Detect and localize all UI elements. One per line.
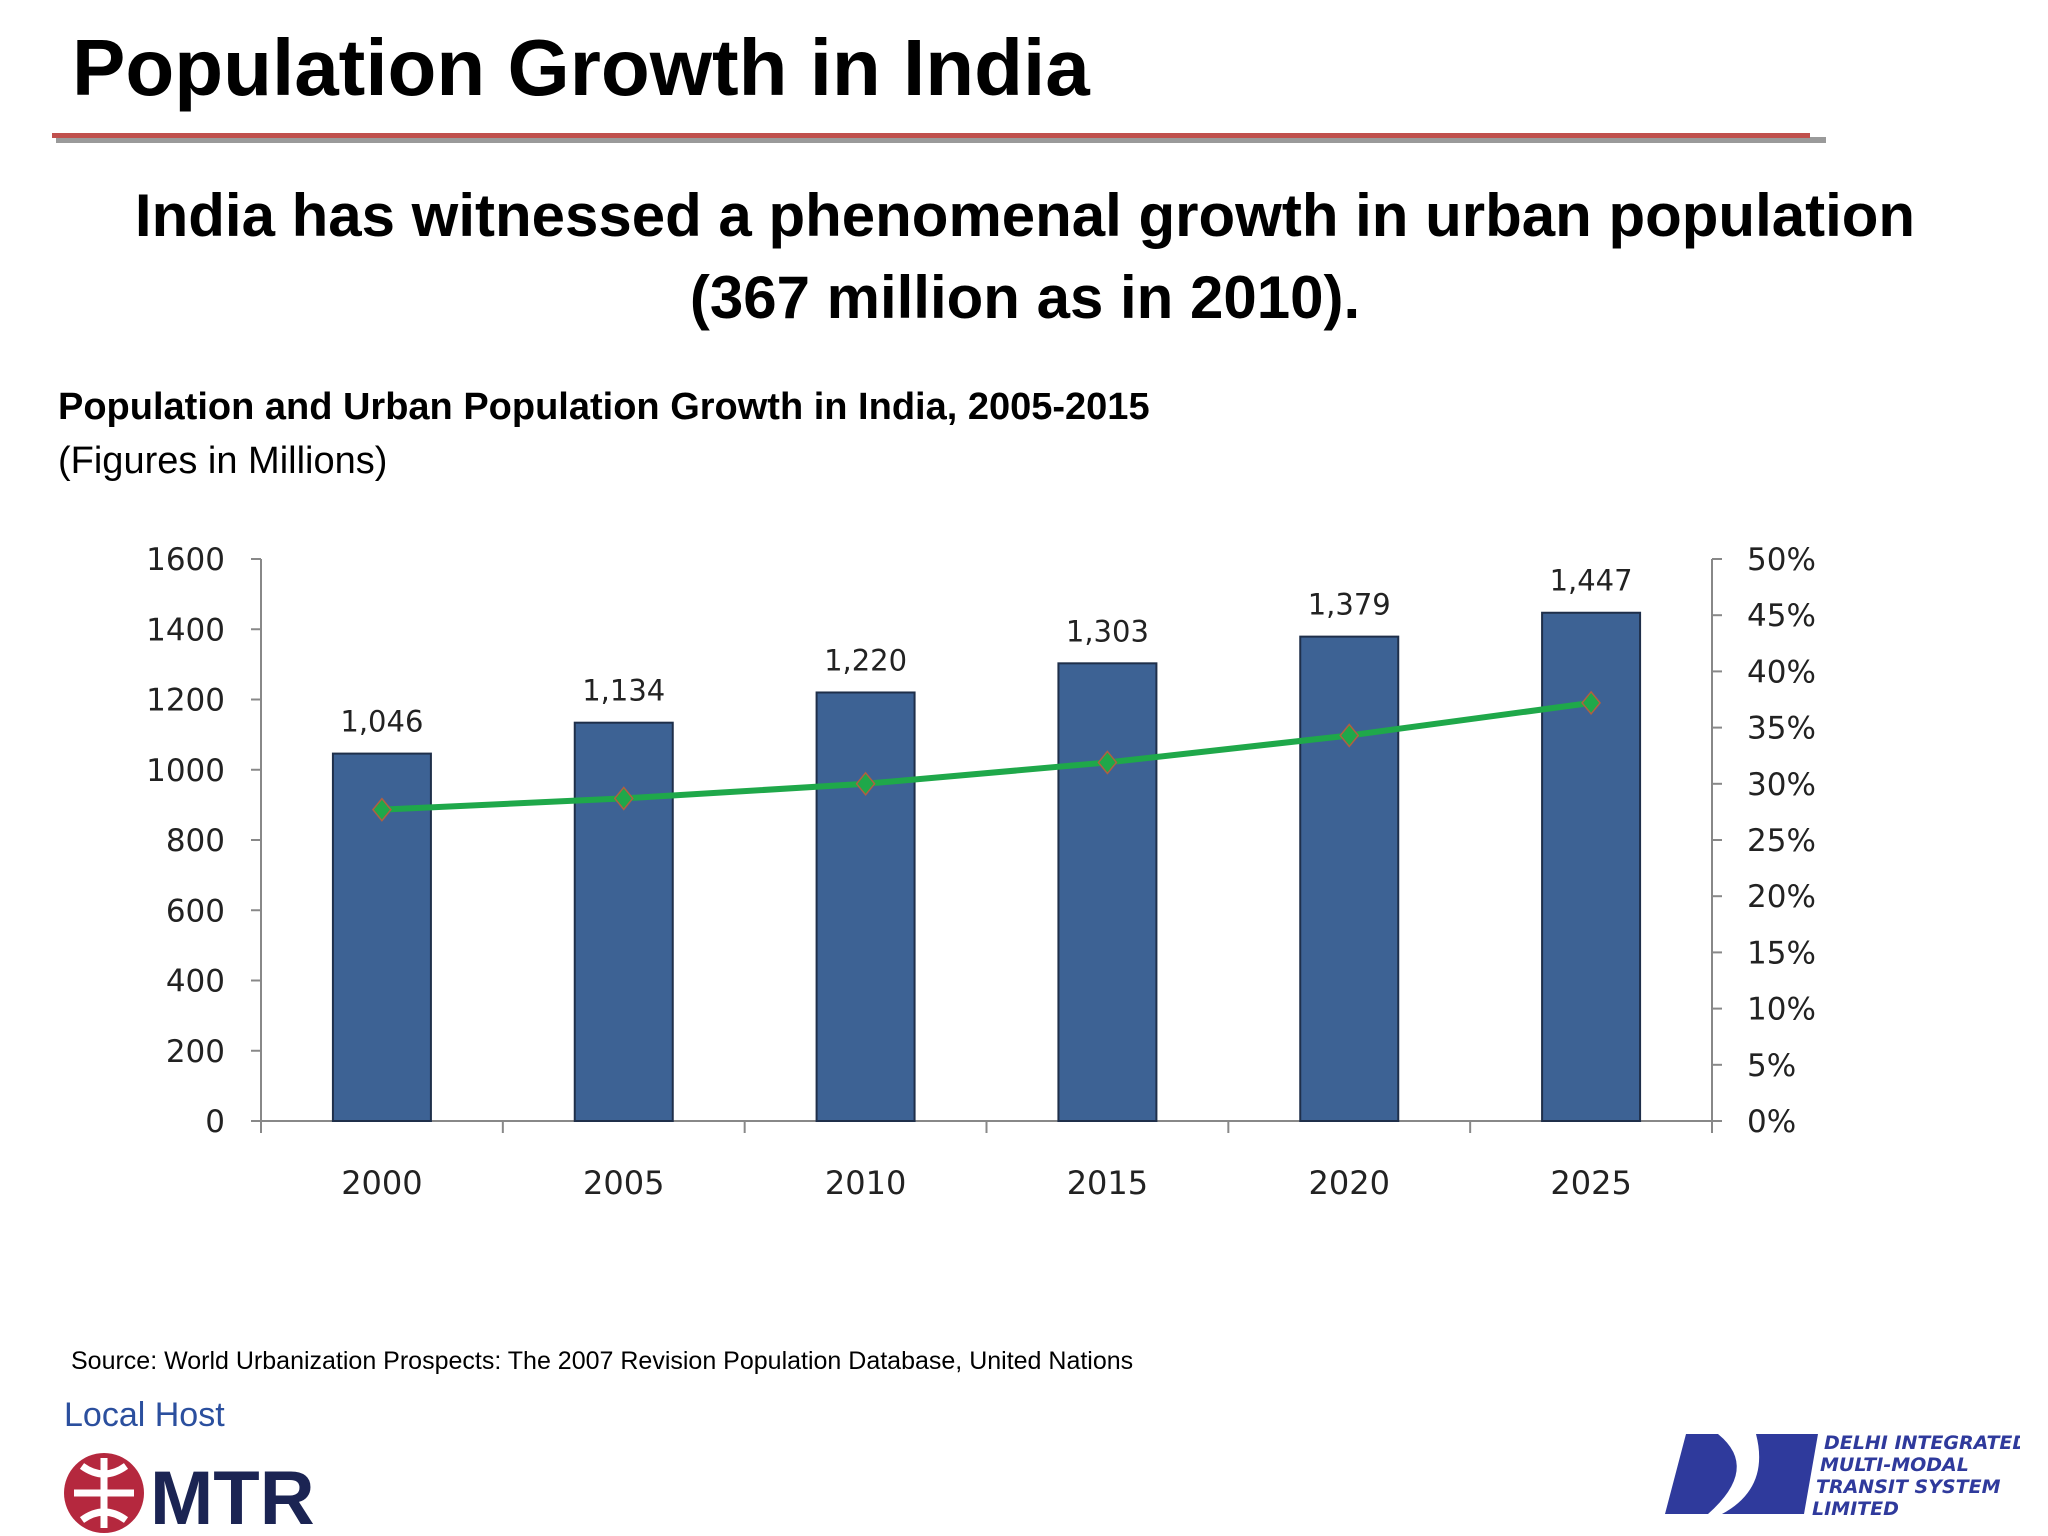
mtr-logo: MTR (64, 1453, 315, 1534)
chart-title: Population and Urban Population Growth i… (58, 386, 1150, 428)
y-tick-label-right: 35% (1747, 711, 1816, 747)
dimts-logo-text: MULTI-MODAL (1820, 1454, 1969, 1476)
y-tick-label-right: 20% (1747, 879, 1816, 915)
y-tick-label-left: 0 (205, 1104, 225, 1140)
dimts-logo: DELHI INTEGRATED MULTI-MODAL TRANSIT SYS… (1665, 1432, 2020, 1520)
line-point-marker (371, 797, 392, 822)
line-series (381, 699, 1592, 813)
x-tick-label: 2025 (1550, 1164, 1631, 1202)
bar-data-label: 1,303 (1066, 614, 1149, 648)
line-point-marker (1097, 750, 1118, 775)
x-tick-label: 2020 (1309, 1164, 1390, 1202)
dimts-logo-text: DELHI INTEGRATED (1824, 1432, 2020, 1454)
title-rule (52, 133, 1810, 138)
bar-data-label: 1,447 (1550, 564, 1633, 598)
dimts-logo-d (1665, 1434, 1737, 1514)
y-tick-label-left: 200 (166, 1034, 225, 1070)
bar (573, 721, 674, 1122)
bar (1299, 635, 1400, 1122)
y-tick-label-right: 50% (1747, 542, 1816, 578)
dimts-logo-text: TRANSIT SYSTEM (1816, 1476, 2001, 1498)
line-point-marker (1581, 690, 1602, 716)
y-tick-label-right: 45% (1747, 598, 1816, 634)
y-tick-label-right: 0% (1747, 1104, 1796, 1140)
headline-line-2: (367 million as in 2010). (689, 264, 1361, 331)
x-tick-label: 2015 (1067, 1164, 1148, 1202)
dimts-logo-text: LIMITED (1812, 1498, 1899, 1520)
title-rule-shadow (56, 137, 1826, 143)
line-point-marker (613, 786, 634, 811)
x-tick-label: 2005 (583, 1164, 664, 1202)
bar-data-label: 1,379 (1308, 588, 1391, 622)
headline: India has witnessed a phenomenal growth … (60, 175, 1990, 339)
bar-data-label: 1,134 (582, 674, 665, 708)
y-tick-label-right: 25% (1747, 823, 1816, 859)
page-title: Population Growth in India (72, 23, 1090, 112)
mtr-logo-text: MTR (150, 1456, 315, 1534)
y-tick-label-left: 800 (166, 823, 225, 859)
headline-line-1: India has witnessed a phenomenal growth … (134, 182, 1916, 249)
chart: 0 200 400 600 800 1000 1200 1400 1600 0% 5% 10% 15% 2… (146, 542, 1816, 1202)
source-note: Source: World Urbanization Prospects: Th… (71, 1347, 1134, 1375)
mtr-logo-symbol (74, 1458, 134, 1528)
line-point-marker (1339, 723, 1360, 748)
bar (1541, 611, 1642, 1123)
y-tick-label-left: 1600 (146, 542, 225, 578)
y-tick-label-right: 40% (1747, 654, 1816, 690)
y-tick-label-right: 15% (1747, 935, 1816, 971)
chart-subtitle: (Figures in Millions) (58, 440, 388, 482)
y-tick-label-right: 5% (1747, 1048, 1796, 1084)
line-point-marker (855, 771, 876, 796)
y-tick-label-right: 10% (1747, 992, 1816, 1028)
bar-data-label: 1,046 (340, 705, 423, 739)
bar (815, 691, 916, 1122)
y-tick-label-left: 1200 (146, 683, 225, 719)
y-tick-label-left: 600 (166, 893, 225, 929)
y-tick-label-left: 1400 (146, 612, 225, 648)
bar-data-label: 1,220 (824, 643, 907, 677)
x-tick-label: 2000 (341, 1164, 422, 1202)
local-host-label: Local Host (64, 1396, 225, 1434)
y-tick-label-right: 30% (1747, 767, 1816, 803)
bar (1057, 662, 1158, 1122)
y-tick-label-left: 400 (166, 964, 225, 1000)
y-tick-label-left: 1000 (146, 753, 225, 789)
dimts-logo-j (1722, 1434, 1818, 1514)
x-tick-label: 2010 (825, 1164, 906, 1202)
